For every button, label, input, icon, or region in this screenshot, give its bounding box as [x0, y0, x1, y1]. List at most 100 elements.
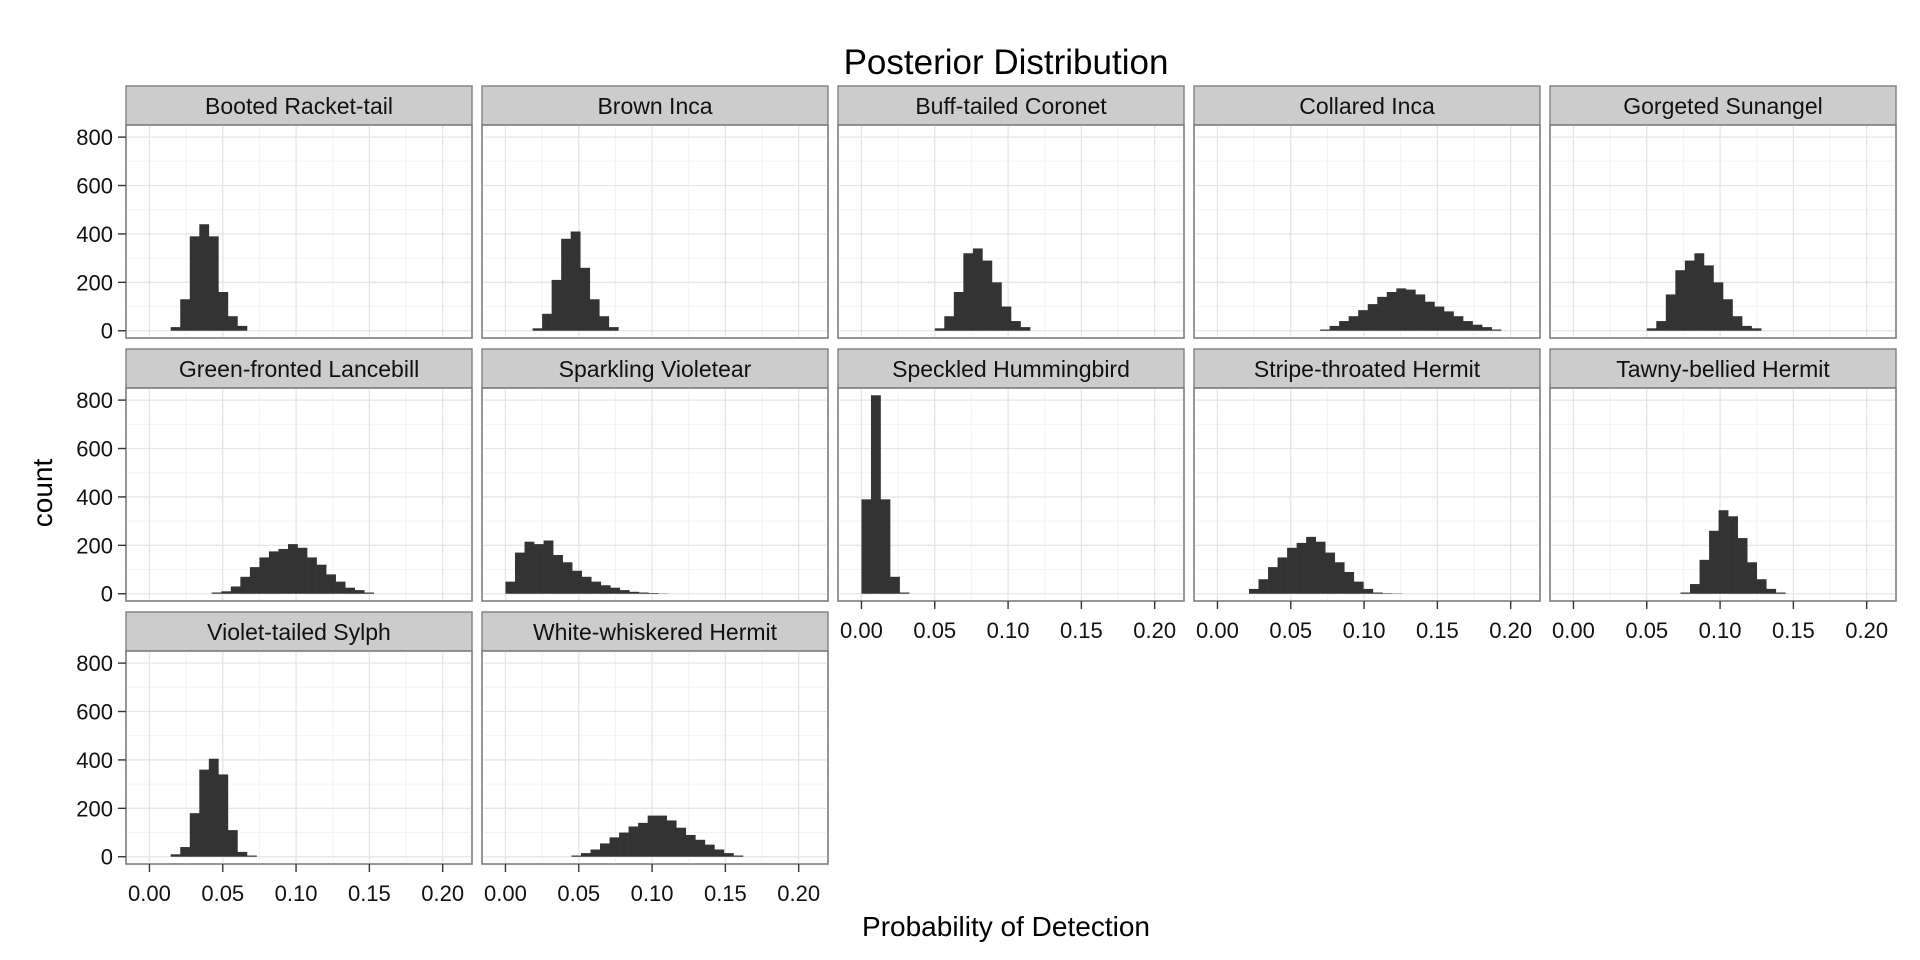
- histogram-bar: [1415, 294, 1426, 331]
- y-tick-label: 400: [76, 485, 113, 510]
- panel-border: [481, 387, 829, 602]
- histogram-bar: [335, 581, 346, 594]
- facet-strip: [481, 85, 829, 126]
- histogram-bar: [1491, 329, 1502, 331]
- facet-strip: [837, 348, 1185, 389]
- y-tick-label: 600: [76, 700, 113, 725]
- histogram-bar: [218, 292, 229, 331]
- histogram-bar: [1315, 541, 1326, 594]
- histogram-bar: [628, 826, 639, 857]
- histogram-bar: [345, 587, 356, 594]
- y-tick-label: 800: [76, 388, 113, 413]
- facet-strip: [1549, 348, 1897, 389]
- x-tick-label: 0.20: [1845, 618, 1888, 643]
- histogram-bar: [1296, 542, 1307, 594]
- histogram-bar: [1329, 325, 1340, 331]
- histogram-bar: [1675, 270, 1686, 331]
- x-tick-label: 0.10: [631, 881, 674, 906]
- histogram-bar: [861, 499, 872, 594]
- histogram-bar: [180, 299, 191, 331]
- facet-strip: [837, 85, 1185, 126]
- histogram-bar: [1396, 288, 1407, 331]
- x-tick-label: 0.00: [484, 881, 527, 906]
- histogram-bar: [1665, 294, 1676, 331]
- histogram-bar: [249, 567, 260, 594]
- histogram-bar: [1011, 321, 1021, 331]
- panel-border: [1193, 387, 1541, 602]
- panel-border: [125, 650, 473, 865]
- histogram-bar: [733, 855, 744, 857]
- histogram-bar: [170, 327, 181, 331]
- histogram-bar: [572, 570, 582, 594]
- histogram-bar: [666, 820, 677, 857]
- histogram-bar: [600, 585, 611, 594]
- histogram-bar: [1353, 581, 1364, 594]
- facet-panels: Booted Racket-tail 0 200 400 600 800 Brown Inc…: [76, 85, 1897, 906]
- histogram-bar: [589, 299, 600, 331]
- histogram-bar: [608, 327, 619, 331]
- histogram-bar: [514, 552, 525, 594]
- histogram-bar: [1656, 321, 1667, 331]
- histogram-bar: [571, 855, 582, 857]
- facet-panel: Gorgeted Sunangel: [1549, 85, 1897, 339]
- x-tick-label: 0.10: [1699, 618, 1742, 643]
- histogram-bar: [599, 316, 610, 331]
- facet-panel: Collared Inca: [1193, 85, 1541, 339]
- histogram-bar: [1766, 588, 1777, 594]
- histogram-bar: [870, 395, 881, 594]
- histogram-bar: [1694, 253, 1705, 331]
- facet-strip-label: Green-fronted Lancebill: [179, 356, 419, 382]
- y-tick-label: 200: [76, 270, 113, 295]
- histogram-bar: [1358, 310, 1369, 331]
- histogram-bar: [723, 853, 734, 857]
- histogram-bar: [208, 758, 219, 857]
- histogram-bar: [638, 822, 648, 857]
- facet-strip-label: Violet-tailed Sylph: [207, 619, 391, 645]
- y-tick-label: 800: [76, 125, 113, 150]
- histogram-bar: [561, 238, 571, 331]
- facet-panel: Booted Racket-tail 0 200 400 600 800: [76, 85, 473, 344]
- panel-border: [837, 387, 1185, 602]
- histogram-bar: [629, 591, 640, 594]
- histogram-bar: [591, 581, 602, 594]
- x-tick-label: 0.20: [421, 881, 464, 906]
- histogram-bar: [364, 592, 375, 594]
- histogram-bar: [543, 540, 554, 594]
- histogram-bar: [354, 590, 365, 594]
- histogram-bar: [934, 328, 945, 331]
- panel-border: [125, 124, 473, 339]
- histogram-bar: [963, 253, 974, 331]
- histogram-bar: [189, 813, 200, 857]
- histogram-bar: [1339, 321, 1349, 331]
- x-tick-label: 0.15: [1060, 618, 1103, 643]
- histogram-bar: [326, 574, 336, 594]
- histogram-bar: [1453, 316, 1464, 331]
- facet-panel: Tawny-bellied Hermit 0.00 0.05 0.10 0.15 0.20: [1549, 348, 1897, 643]
- y-tick-label: 200: [76, 796, 113, 821]
- histogram-bar: [534, 544, 544, 594]
- histogram-bar: [676, 827, 687, 857]
- x-tick-label: 0.00: [1552, 618, 1595, 643]
- facet-panel: White-whiskered Hermit 0.00 0.05 0.10 0.15 0.…: [481, 611, 829, 906]
- panel-border: [125, 387, 473, 602]
- histogram-bar: [619, 590, 630, 594]
- histogram-bar: [1277, 557, 1288, 594]
- histogram-bar: [1775, 592, 1786, 594]
- facet-strip: [125, 85, 473, 126]
- histogram-bar: [619, 832, 629, 857]
- histogram-bar: [227, 830, 238, 857]
- facet-strip: [1193, 85, 1541, 126]
- histogram-bar: [199, 769, 210, 857]
- histogram-bar: [590, 849, 601, 857]
- histogram-bar: [1434, 306, 1445, 331]
- facet-strip-label: Brown Inca: [597, 93, 712, 119]
- histogram-bar: [1377, 296, 1388, 331]
- facet-strip-label: Collared Inca: [1299, 93, 1435, 119]
- histogram-bar: [259, 557, 270, 594]
- histogram-bar: [1386, 292, 1397, 331]
- y-tick-label: 0: [101, 319, 113, 344]
- facet-strip-label: Stripe-throated Hermit: [1254, 356, 1481, 382]
- histogram-bar: [230, 586, 241, 594]
- histogram-bar: [1709, 530, 1719, 594]
